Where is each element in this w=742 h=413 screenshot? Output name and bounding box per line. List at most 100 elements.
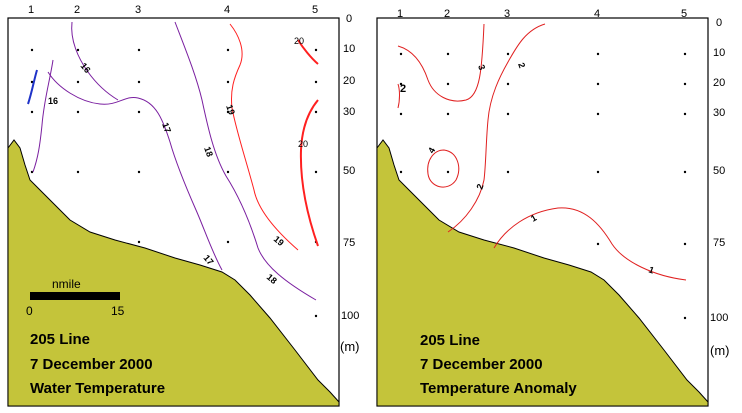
right-contour-2-a xyxy=(397,23,485,102)
right-caption-line: 205 Line xyxy=(420,332,480,349)
right-station-4: 4 xyxy=(594,8,600,20)
scale-bar-end: 15 xyxy=(111,304,125,318)
right-depth-10: 10 xyxy=(713,47,725,59)
station-dot xyxy=(30,80,34,84)
right-depth-labels: 0 10 20 30 50 75 100 (m) xyxy=(710,17,730,358)
station-dot xyxy=(30,170,34,174)
station-dot xyxy=(596,82,600,86)
left-caption-date: 7 December 2000 xyxy=(30,356,153,373)
right-station-dots xyxy=(399,52,687,320)
station-dot xyxy=(314,314,318,318)
right-depth-75: 75 xyxy=(713,237,725,249)
left-station-2: 2 xyxy=(74,4,80,16)
station-dot xyxy=(76,170,80,174)
right-contour-2-c xyxy=(447,23,546,233)
station-dot xyxy=(137,240,141,244)
station-dot xyxy=(596,52,600,56)
right-caption-date: 7 December 2000 xyxy=(420,356,543,373)
left-contour-20-a xyxy=(297,39,319,65)
right-label-1-b: 1 xyxy=(647,264,655,275)
right-depth-50: 50 xyxy=(713,165,725,177)
left-depth-100: 100 xyxy=(341,310,359,322)
station-dot xyxy=(314,110,318,114)
station-dot xyxy=(596,170,600,174)
right-label-3: 3 xyxy=(476,63,487,71)
right-label-4: 4 xyxy=(426,146,437,155)
station-dot xyxy=(399,170,403,174)
right-seafloor-land xyxy=(376,139,709,407)
right-station-3: 3 xyxy=(504,8,510,20)
station-dot xyxy=(683,52,687,56)
station-dot xyxy=(314,48,318,52)
station-dot xyxy=(226,240,230,244)
station-dot xyxy=(226,80,230,84)
station-dot xyxy=(137,80,141,84)
left-label-17-a: 17 xyxy=(160,121,173,134)
station-dot xyxy=(226,110,230,114)
scale-bar-rect xyxy=(30,292,120,300)
station-dot xyxy=(683,82,687,86)
right-station-5: 5 xyxy=(681,8,687,20)
station-dot xyxy=(137,48,141,52)
left-label-19-b: 19 xyxy=(272,234,286,248)
station-dot xyxy=(596,242,600,246)
left-contour-17 xyxy=(47,71,223,271)
right-label-1-a: 1 xyxy=(529,213,538,224)
station-dot xyxy=(76,80,80,84)
station-dot xyxy=(30,110,34,114)
station-dot xyxy=(314,170,318,174)
station-dot xyxy=(683,170,687,174)
station-dot xyxy=(314,80,318,84)
station-dot xyxy=(399,52,403,56)
left-depth-10: 10 xyxy=(343,43,355,55)
left-depth-75: 75 xyxy=(343,237,355,249)
right-label-2-b: 2 xyxy=(516,61,527,69)
left-contour-16-c xyxy=(32,59,54,173)
left-contour-16-a xyxy=(71,21,119,101)
left-depth-20: 20 xyxy=(343,75,355,87)
left-depth-50: 50 xyxy=(343,165,355,177)
station-dot xyxy=(76,110,80,114)
left-station-3: 3 xyxy=(135,4,141,16)
station-dot xyxy=(137,110,141,114)
station-dot xyxy=(399,112,403,116)
left-label-17-b: 17 xyxy=(201,253,215,267)
station-dot xyxy=(683,112,687,116)
right-station-2: 2 xyxy=(444,8,450,20)
left-contour-16-b xyxy=(27,69,38,105)
left-station-labels: 1 2 3 4 5 xyxy=(28,4,318,16)
right-depth-100: 100 xyxy=(710,312,728,324)
station-dot xyxy=(76,48,80,52)
right-contour-1 xyxy=(493,207,687,281)
station-dot xyxy=(506,112,510,116)
right-label-2-a: 2 xyxy=(400,83,406,95)
left-station-1: 1 xyxy=(28,4,34,16)
left-caption-line: 205 Line xyxy=(30,331,90,348)
left-contours xyxy=(27,21,319,301)
station-dot xyxy=(683,316,687,320)
left-caption: 205 Line 7 December 2000 Water Temperatu… xyxy=(30,331,165,397)
station-dot xyxy=(446,112,450,116)
left-label-20-a: 20 xyxy=(294,36,304,46)
station-dot xyxy=(506,82,510,86)
right-contour-labels: 2 3 2 4 2 1 1 xyxy=(400,61,655,275)
left-contour-19 xyxy=(229,23,299,251)
right-caption-title: Temperature Anomaly xyxy=(420,380,577,397)
right-contour-2-b xyxy=(397,83,400,109)
station-dot xyxy=(399,82,403,86)
left-seafloor-land xyxy=(7,139,340,407)
station-dot xyxy=(226,170,230,174)
left-contour-labels: 16 16 17 17 18 18 19 19 20 20 xyxy=(48,36,308,286)
right-station-1: 1 xyxy=(397,8,403,20)
right-panel: 2 3 2 4 2 1 1 1 2 3 4 5 0 10 20 30 50 75… xyxy=(376,8,730,407)
left-label-20-b: 20 xyxy=(298,139,308,149)
right-depth-0: 0 xyxy=(716,17,722,29)
station-dot xyxy=(446,82,450,86)
left-station-5: 5 xyxy=(312,4,318,16)
right-caption: 205 Line 7 December 2000 Temperature Ano… xyxy=(420,332,577,397)
station-dot xyxy=(506,52,510,56)
left-station-dots xyxy=(30,48,318,318)
station-dot xyxy=(596,112,600,116)
right-depth-unit: (m) xyxy=(710,343,730,358)
